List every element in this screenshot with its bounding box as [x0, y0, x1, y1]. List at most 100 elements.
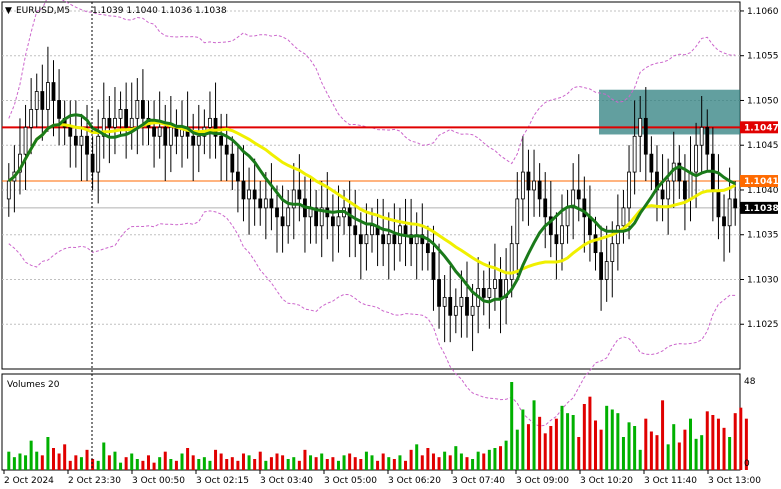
volume-bar — [124, 457, 128, 470]
candle-body — [621, 207, 626, 227]
volume-bar — [163, 451, 167, 470]
current-price-label: 1.1038 — [744, 204, 779, 214]
time-tick-label: 3 Oct 07:40 — [452, 476, 505, 486]
volume-bar — [649, 431, 653, 470]
candle-body — [683, 180, 687, 200]
candle-body — [487, 288, 492, 298]
slow-ma-line — [7, 121, 736, 275]
volume-bar — [331, 457, 335, 470]
candle-body — [129, 117, 134, 128]
volume-bar — [40, 455, 44, 470]
candle-body — [269, 198, 274, 209]
volume-bar — [247, 455, 251, 470]
candle-body — [627, 171, 631, 209]
volume-bar — [225, 459, 229, 470]
volume-bar — [141, 460, 145, 470]
candle-body — [230, 153, 235, 173]
volume-bar — [526, 424, 530, 470]
volume-title: Volumes 20 — [7, 380, 60, 390]
volume-bar — [404, 460, 408, 470]
candle-body — [191, 135, 196, 146]
volume-bar — [264, 460, 268, 470]
volume-bar — [281, 455, 285, 470]
volume-bar — [286, 459, 290, 470]
price-tick-label: 1.1030 — [747, 275, 779, 285]
candle-body — [442, 296, 447, 307]
candle-body — [34, 91, 39, 110]
candle-body — [409, 234, 414, 245]
volume-bar — [91, 459, 95, 470]
candle-body — [364, 234, 369, 245]
volume-bar — [510, 382, 514, 470]
level-price-box — [740, 175, 778, 188]
volume-bar — [46, 437, 50, 470]
volume-bar — [577, 437, 581, 470]
candle-body — [498, 279, 503, 298]
volume-bar — [214, 449, 218, 470]
volume-bar — [342, 455, 346, 470]
volume-bar — [348, 453, 352, 470]
candle-body — [733, 198, 738, 209]
candle-body — [677, 162, 682, 182]
volume-bar — [638, 449, 642, 470]
candle-body — [604, 261, 609, 280]
candle-body — [157, 126, 162, 137]
candle-body — [459, 296, 464, 307]
candle-body — [85, 135, 89, 155]
candle-body — [152, 126, 156, 137]
volume-bar — [666, 444, 670, 470]
candle-body — [101, 117, 106, 137]
volume-bar — [303, 449, 307, 470]
volume-bar — [253, 459, 257, 470]
volume-bar — [364, 451, 368, 470]
volume-bar — [275, 453, 279, 470]
time-tick-label: 2 Oct 2024 — [4, 476, 54, 486]
candle-body — [554, 234, 559, 245]
volume-bar — [102, 442, 106, 470]
volume-bar — [68, 460, 72, 470]
volume-bar — [236, 460, 240, 470]
volume-bar — [571, 415, 575, 470]
volume-bar — [443, 451, 447, 470]
candle-body — [632, 135, 637, 173]
volume-bar — [197, 459, 201, 470]
volume-bar — [476, 451, 480, 470]
price-tick-label: 1.1050 — [747, 96, 779, 106]
candle-body — [437, 279, 441, 307]
volume-bar — [113, 451, 117, 470]
volume-bar — [728, 437, 732, 470]
candle-body — [252, 189, 257, 200]
volume-bar — [336, 460, 340, 470]
candle-body — [73, 135, 78, 146]
candle-body — [643, 117, 648, 155]
candle-body — [615, 225, 620, 245]
volume-bar — [610, 409, 614, 470]
volume-bar — [677, 442, 681, 470]
candle-body — [68, 126, 73, 137]
volume-bar — [594, 420, 598, 470]
volume-bar — [599, 429, 603, 470]
volume-bar — [376, 460, 380, 470]
volume-bar — [448, 455, 452, 470]
volume-bars — [7, 382, 748, 470]
volume-bar — [627, 422, 631, 470]
volume-bar — [135, 459, 139, 470]
volume-bar — [437, 457, 441, 470]
volume-bar — [722, 427, 726, 470]
candle-body — [537, 180, 542, 200]
volume-bar — [169, 459, 173, 470]
candle-body — [247, 189, 251, 200]
candle-body — [453, 305, 458, 316]
volume-bar — [465, 457, 469, 470]
candles — [6, 46, 738, 352]
volume-bar — [694, 438, 698, 470]
volume-bar — [359, 459, 363, 470]
candle-body — [403, 225, 408, 236]
candle-body — [699, 126, 704, 146]
volume-bar — [230, 457, 234, 470]
candle-body — [168, 126, 173, 146]
volume-bar — [96, 460, 100, 470]
candle-body — [107, 117, 112, 128]
volume-bar — [219, 453, 223, 470]
